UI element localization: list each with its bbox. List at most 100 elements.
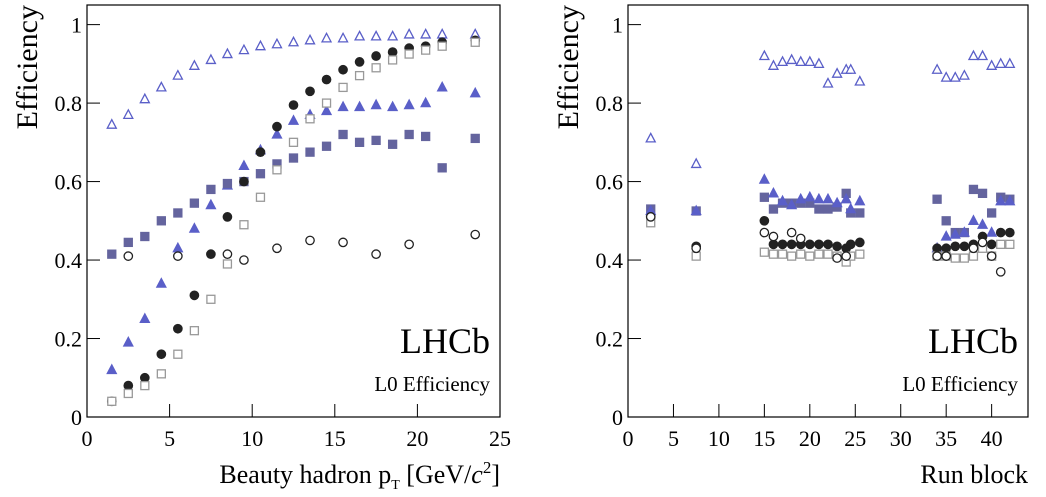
y-tick-label: 0.4 xyxy=(596,248,624,273)
x-axis-label-part: [GeV/ xyxy=(400,460,472,489)
x-axis-label-part: Run block xyxy=(920,460,1028,489)
point xyxy=(759,192,770,202)
point xyxy=(759,215,770,226)
point xyxy=(255,192,266,202)
annotation: LHCb xyxy=(400,321,490,361)
point xyxy=(140,380,150,391)
x-tick-label: 20 xyxy=(406,426,428,451)
point xyxy=(940,71,952,82)
point xyxy=(968,243,979,254)
point xyxy=(959,253,970,263)
point xyxy=(371,135,381,146)
point xyxy=(822,192,834,204)
point xyxy=(371,51,381,61)
x-tick-label: 15 xyxy=(324,426,346,451)
point xyxy=(786,239,797,250)
point xyxy=(205,53,217,65)
point xyxy=(271,128,283,139)
point xyxy=(949,71,961,82)
point xyxy=(645,212,656,222)
point xyxy=(950,253,960,263)
point xyxy=(172,69,184,80)
point xyxy=(106,118,118,129)
point xyxy=(968,184,979,195)
y-tick-label: 0.8 xyxy=(55,91,83,116)
point xyxy=(470,37,480,47)
point xyxy=(140,231,150,242)
point xyxy=(321,74,332,85)
x-tick-label: 15 xyxy=(753,426,775,451)
point xyxy=(959,241,970,252)
point xyxy=(403,98,415,110)
point xyxy=(768,204,779,214)
point xyxy=(387,55,398,65)
x-tick-label: 5 xyxy=(164,426,175,451)
point xyxy=(371,249,381,260)
point xyxy=(420,96,432,108)
point xyxy=(777,249,788,259)
point xyxy=(940,230,952,241)
point xyxy=(831,196,843,208)
point xyxy=(271,37,283,49)
x-tick-label: 10 xyxy=(241,426,263,451)
point xyxy=(437,163,447,173)
y-tick-label: 0 xyxy=(71,405,82,430)
y-tick-label: 0.6 xyxy=(55,170,83,195)
point xyxy=(156,349,167,360)
point xyxy=(932,243,942,254)
point xyxy=(222,249,233,260)
point xyxy=(338,129,348,140)
point xyxy=(139,312,151,324)
point xyxy=(931,63,943,74)
point xyxy=(813,192,825,204)
point xyxy=(155,81,167,92)
point xyxy=(470,133,480,144)
point xyxy=(832,253,842,263)
point xyxy=(206,249,216,260)
point xyxy=(288,153,299,163)
point xyxy=(337,31,349,43)
y-axis-label: Efficiency xyxy=(11,5,44,129)
point xyxy=(436,28,448,39)
point xyxy=(854,237,865,248)
point xyxy=(139,372,150,383)
point xyxy=(387,139,398,149)
point xyxy=(691,251,701,261)
x-axis-label-part: c xyxy=(471,460,483,489)
point xyxy=(768,231,779,242)
point xyxy=(404,129,414,140)
point xyxy=(986,251,997,261)
point xyxy=(469,86,481,98)
x-tick-label: 0 xyxy=(82,426,93,451)
point xyxy=(404,49,414,59)
point xyxy=(996,239,1006,250)
point xyxy=(370,30,382,41)
point xyxy=(173,349,183,359)
point xyxy=(255,169,266,179)
x-tick-label: 25 xyxy=(844,426,866,451)
point xyxy=(786,198,798,210)
y-tick-label: 1 xyxy=(71,13,82,38)
point xyxy=(932,251,942,261)
point xyxy=(221,47,233,59)
x-tick-label: 25 xyxy=(489,426,511,451)
point xyxy=(958,69,970,80)
point xyxy=(986,226,998,237)
point xyxy=(855,249,865,259)
point xyxy=(188,59,200,70)
point xyxy=(832,241,842,252)
point xyxy=(804,55,816,67)
point xyxy=(305,235,315,246)
point xyxy=(823,239,833,250)
point xyxy=(288,137,299,147)
point xyxy=(786,251,797,261)
point xyxy=(814,239,824,250)
point xyxy=(123,388,133,399)
plot-frame xyxy=(627,4,1029,418)
point xyxy=(814,204,824,214)
x-axis-label-part: T xyxy=(391,478,400,493)
point xyxy=(776,55,789,67)
point xyxy=(1004,194,1016,206)
point xyxy=(371,63,381,73)
